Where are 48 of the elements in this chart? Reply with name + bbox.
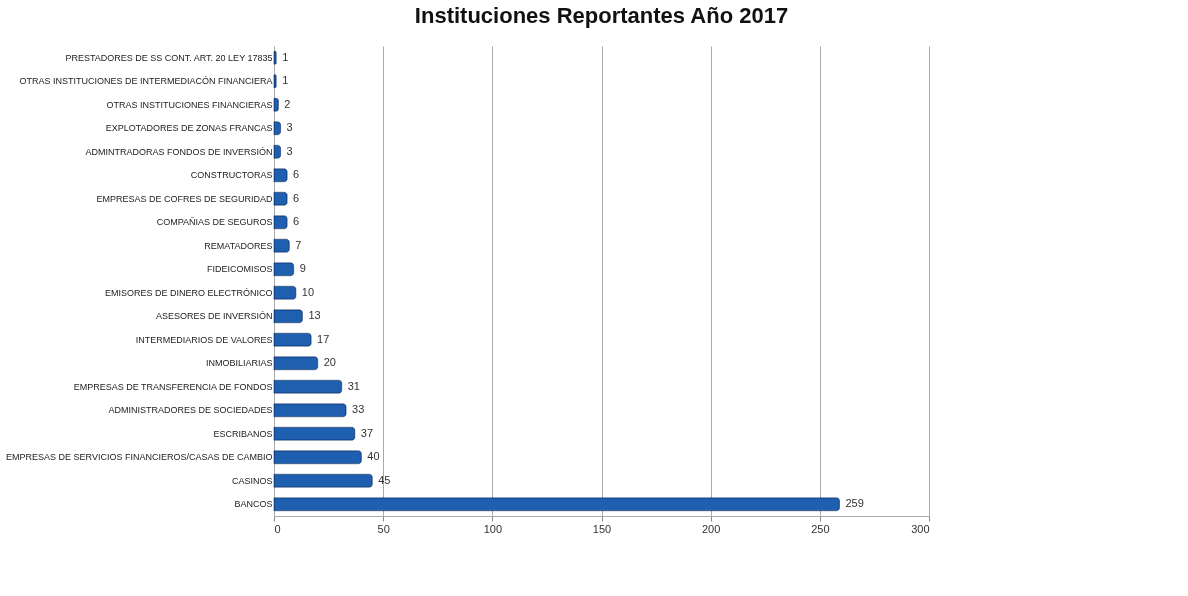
data-label: 37: [360, 426, 374, 439]
data-label: 10: [301, 285, 315, 298]
y-tick-label: ESCRIBANOS: [213, 428, 273, 439]
y-tick-label: OTRAS INSTITUCIONES FINANCIERAS: [106, 99, 273, 110]
data-label: 3: [286, 121, 293, 134]
y-tick-label: BANCOS: [234, 499, 273, 510]
x-tick-label: 0: [274, 522, 281, 535]
data-label: 1: [282, 50, 289, 63]
y-tick-label: PRESTADORES DE SS CONT. ART. 20 LEY 17835: [65, 52, 273, 63]
x-tick-label: 300: [911, 522, 930, 535]
y-tick-label: EMPRESAS DE COFRES DE SEGURIDAD: [96, 193, 273, 204]
y-tick-label: INMOBILIARIAS: [205, 358, 273, 369]
chart-title: Instituciones Reportantes Año 2017: [414, 3, 789, 28]
data-label: 6: [293, 191, 300, 204]
y-tick-label: REMATADORES: [204, 240, 273, 251]
y-tick-label: ADMINISTRADORES DE SOCIEDADES: [108, 405, 273, 416]
data-label: 9: [299, 262, 306, 275]
y-tick-label: CASINOS: [231, 475, 273, 486]
x-tick-label: 150: [592, 522, 612, 535]
y-tick-label: ASESORES DE INVERSIÓN: [155, 311, 273, 322]
x-tick-label: 50: [377, 522, 390, 535]
data-label: 20: [323, 356, 336, 369]
y-tick-label: EMPRESAS DE SERVICIOS FINANCIEROS/CASAS DE CAMBIO: [6, 452, 273, 463]
y-tick-label: EMISORES DE DINERO ELECTRÓNICO: [104, 287, 273, 298]
data-label: 6: [293, 215, 300, 228]
data-label: 33: [352, 403, 365, 416]
y-tick-label: EMPRESAS DE TRANSFERENCIA DE FONDOS: [73, 381, 273, 392]
y-tick-label: ADMINTRADORAS FONDOS DE INVERSIÓN: [85, 146, 273, 157]
data-label: 2: [284, 97, 291, 110]
data-label: 3: [286, 144, 293, 157]
data-label: 45: [378, 473, 391, 486]
data-label: 13: [308, 309, 321, 322]
data-label: 6: [293, 168, 300, 181]
y-tick-label: OTRAS INSTITUCIONES DE INTERMEDIACÓN FINANCIERA: [19, 76, 273, 87]
y-tick-label: INTERMEDIARIOS DE VALORES: [135, 334, 273, 345]
y-tick-label: CONSTRUCTORAS: [190, 170, 273, 181]
x-tick-label: 250: [811, 522, 830, 535]
data-label: 7: [295, 238, 302, 251]
y-tick-label: EXPLOTADORES DE ZONAS FRANCAS: [105, 123, 273, 134]
x-tick-label: 100: [483, 522, 503, 535]
y-tick-label: COMPAÑIAS DE SEGUROS: [156, 217, 273, 228]
data-label: 17: [317, 332, 330, 345]
data-label: 259: [845, 497, 864, 510]
data-label: 1: [282, 74, 289, 87]
x-tick-label: 200: [701, 522, 721, 535]
data-label: 40: [367, 450, 380, 463]
data-label: 31: [347, 379, 360, 392]
y-tick-label: FIDEICOMISOS: [206, 264, 273, 275]
